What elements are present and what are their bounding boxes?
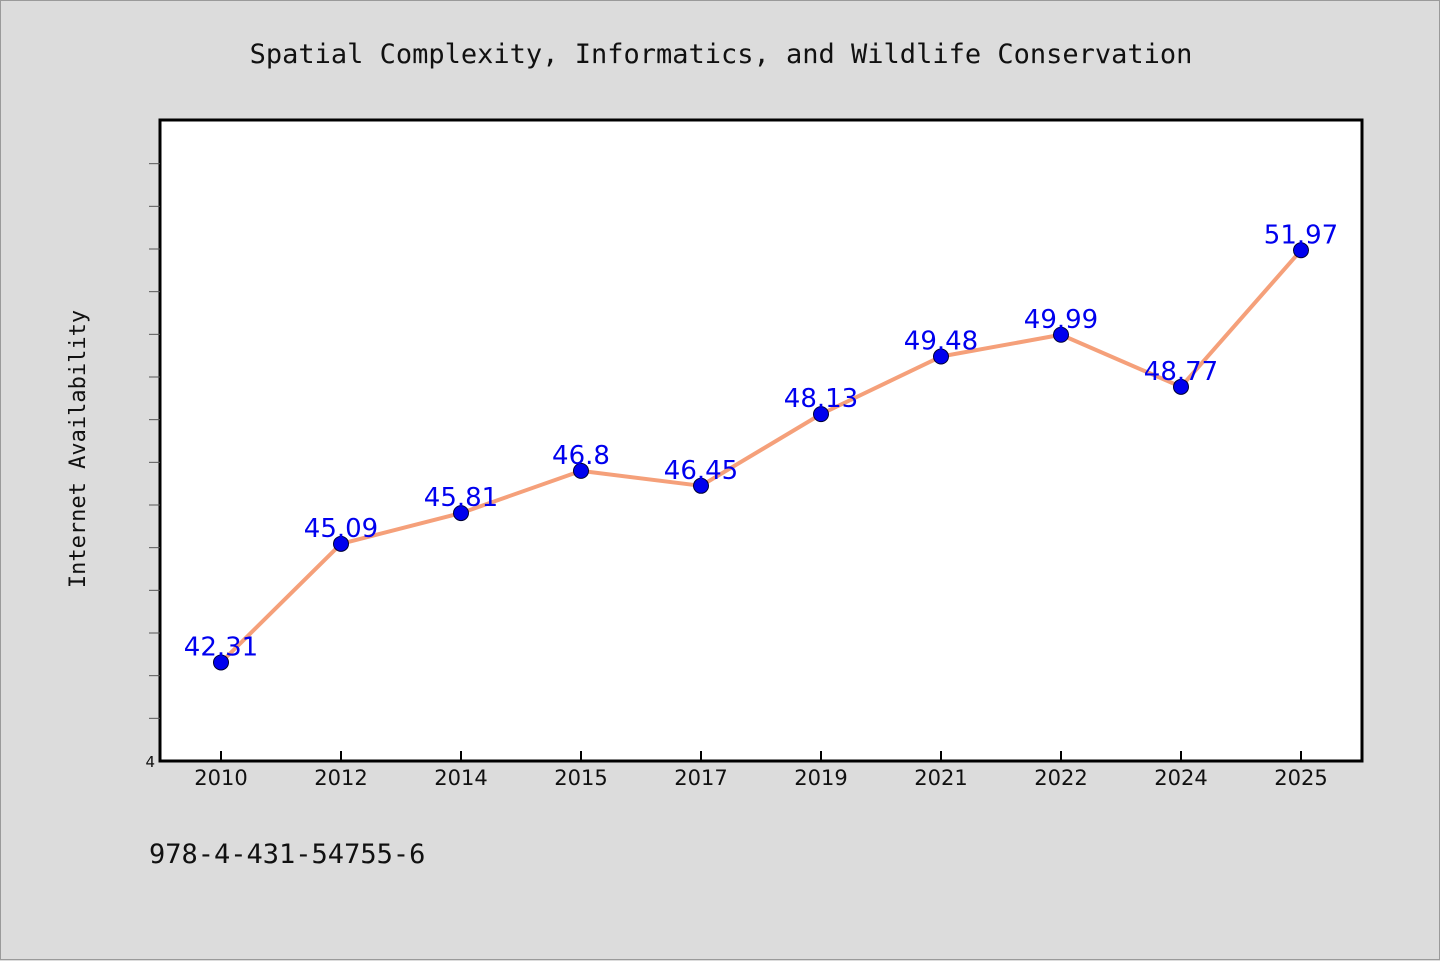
data-label-2012: 45.09 [304,514,378,544]
data-point-2022 [1053,326,1069,343]
data-point-2015 [573,462,589,479]
x-tick-label-2010: 2010 [194,766,247,790]
series-line [219,248,1303,664]
data-point-2019 [813,406,829,423]
x-axis-ticks: 2010 2012 2014 2015 2017 2019 2021 2022 2024 2025 [194,751,1328,790]
data-label-2015: 46.8 [552,441,610,471]
data-label-2010: 42.31 [184,632,258,662]
data-label-2025: 51.97 [1264,220,1338,250]
y-axis-ticks: 4 [145,163,160,771]
data-point-2024 [1173,378,1189,395]
data-point-2010 [213,654,229,671]
data-label-2024: 48.77 [1144,357,1218,387]
data-point-2021 [933,348,949,365]
series-layer [213,242,1309,671]
isbn-text: 978-4-431-54755-6 [149,839,425,870]
x-tick-label-2014: 2014 [434,766,487,790]
data-label-2019: 48.13 [784,384,858,414]
x-tick-label-2012: 2012 [314,766,367,790]
data-label-layer: 42.31 45.09 45.81 46.8 46.45 48.13 49.48 49.99 4… [184,220,1338,662]
data-label-2017: 46.45 [664,456,738,486]
x-tick-label-2019: 2019 [794,766,847,790]
data-label-2021: 49.48 [904,327,978,357]
x-tick-label-2025: 2025 [1274,766,1327,790]
x-tick-label-2021: 2021 [914,766,967,790]
data-point-2017 [693,477,709,494]
y-axis-label: Internet Availability [66,310,91,588]
x-tick-label-2024: 2024 [1154,766,1207,790]
data-point-2014 [453,505,469,522]
x-tick-label-2015: 2015 [554,766,607,790]
data-point-2012 [333,535,349,552]
chart-title: Spatial Complexity, Informatics, and Wil… [250,39,1193,70]
data-point-2025 [1293,242,1309,259]
y-tick-label: 4 [145,753,155,771]
x-tick-label-2022: 2022 [1034,766,1087,790]
data-label-2022: 49.99 [1024,305,1098,335]
x-tick-label-2017: 2017 [674,766,727,790]
data-label-2014: 45.81 [424,483,498,513]
plot-area [158,118,1364,763]
